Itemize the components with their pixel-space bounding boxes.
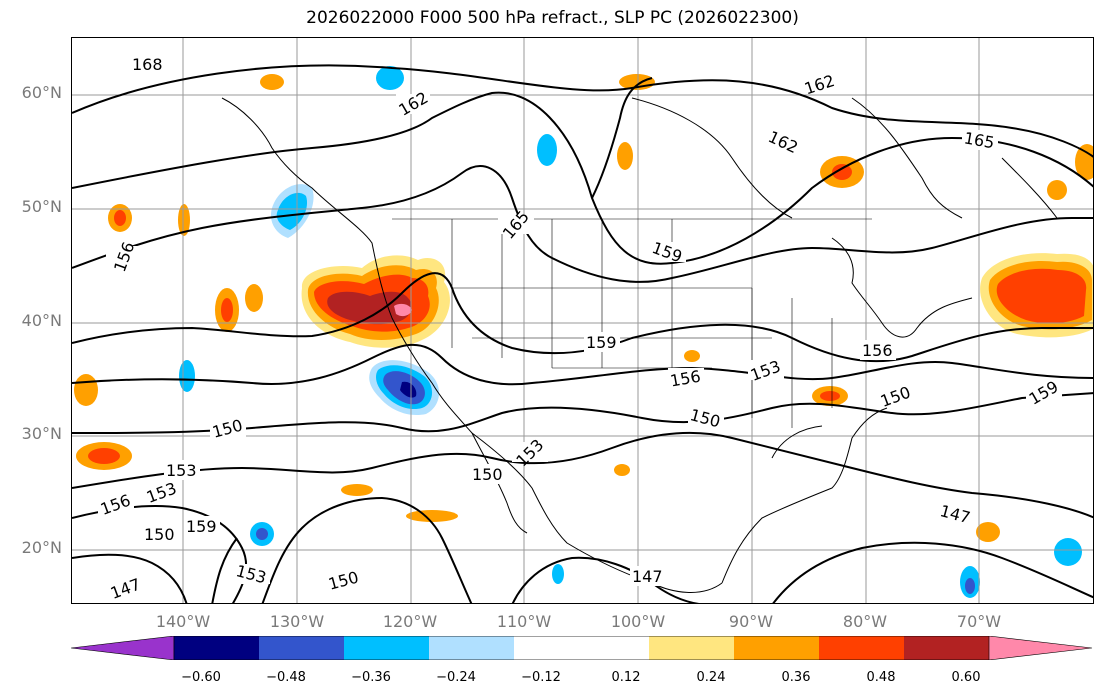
colorbar-segment-9 xyxy=(819,636,904,660)
colorbar-segment-10 xyxy=(904,636,989,660)
lon-label-110w: 110°W xyxy=(496,612,552,631)
colorbar xyxy=(71,636,1093,660)
contour-label-9: 159 xyxy=(586,333,617,352)
contour-label-8: 156 xyxy=(110,239,138,274)
lat-label-50n: 50°N xyxy=(21,197,62,216)
lat-label-30n: 30°N xyxy=(21,424,62,443)
colorbar-tick-2: −0.48 xyxy=(266,670,306,685)
colorbar-tick-3: −0.36 xyxy=(351,670,391,685)
contour-labels: 168 162 162 162 165 165 159 156 159 156 … xyxy=(98,54,1062,603)
colorbar-segment-6 xyxy=(514,636,649,660)
lat-label-20n: 20°N xyxy=(21,538,62,557)
contour-label-2: 162 xyxy=(395,88,431,120)
colorbar-segment-5 xyxy=(429,636,514,660)
contour-label-17: 153 xyxy=(512,435,547,470)
contour-label-19: 153 xyxy=(166,461,197,480)
colorbar-segment-7 xyxy=(649,636,734,660)
contour-label-6: 165 xyxy=(499,207,533,243)
map-panel: 168 162 162 162 165 165 159 156 159 156 … xyxy=(71,37,1094,604)
colorbar-tick-7: 0.24 xyxy=(696,670,726,685)
lon-label-70w: 70°W xyxy=(956,612,1002,631)
graticule xyxy=(72,38,1093,603)
colorbar-segment-8 xyxy=(734,636,819,660)
colorbar-segment-3 xyxy=(259,636,344,660)
contour-label-10: 156 xyxy=(862,341,893,360)
map-canvas: 168 162 162 162 165 165 159 156 159 156 … xyxy=(72,38,1093,603)
colorbar-tick-1: −0.60 xyxy=(181,670,221,685)
lat-label-40n: 40°N xyxy=(21,311,62,330)
map-title: 2026022000 F000 500 hPa refract., SLP PC… xyxy=(306,8,799,28)
lon-label-140w: 140°W xyxy=(155,612,211,631)
lon-label-120w: 120°W xyxy=(382,612,438,631)
lat-label-60n: 60°N xyxy=(21,83,62,102)
contour-label-1: 168 xyxy=(132,55,163,74)
lon-label-90w: 90°W xyxy=(728,612,774,631)
colorbar-segment-1 xyxy=(71,636,175,660)
colorbar-segment-4 xyxy=(344,636,429,660)
coastlines xyxy=(221,97,1058,593)
colorbar-segment-2 xyxy=(174,636,259,660)
contour-label-4: 162 xyxy=(765,127,801,157)
contour-label-14: 159 xyxy=(1026,377,1062,409)
contour-label-18: 150 xyxy=(472,465,503,484)
lon-label-80w: 80°W xyxy=(842,612,888,631)
colorbar-tick-6: 0.12 xyxy=(611,670,641,685)
colorbar-tick-10: 0.60 xyxy=(951,670,981,685)
colorbar-segment-11 xyxy=(988,636,1093,660)
contour-label-27: 147 xyxy=(632,567,663,586)
anomaly-fills xyxy=(74,66,1093,598)
colorbar-tick-5: −0.12 xyxy=(521,670,561,685)
colorbar-tick-9: 0.48 xyxy=(866,670,896,685)
slp-contours xyxy=(72,64,1093,603)
lon-label-130w: 130°W xyxy=(269,612,325,631)
colorbar-tick-4: −0.24 xyxy=(436,670,476,685)
lon-label-100w: 100°W xyxy=(610,612,666,631)
colorbar-tick-8: 0.36 xyxy=(781,670,811,685)
contour-label-22: 150 xyxy=(144,525,175,544)
contour-label-23: 159 xyxy=(186,517,217,536)
